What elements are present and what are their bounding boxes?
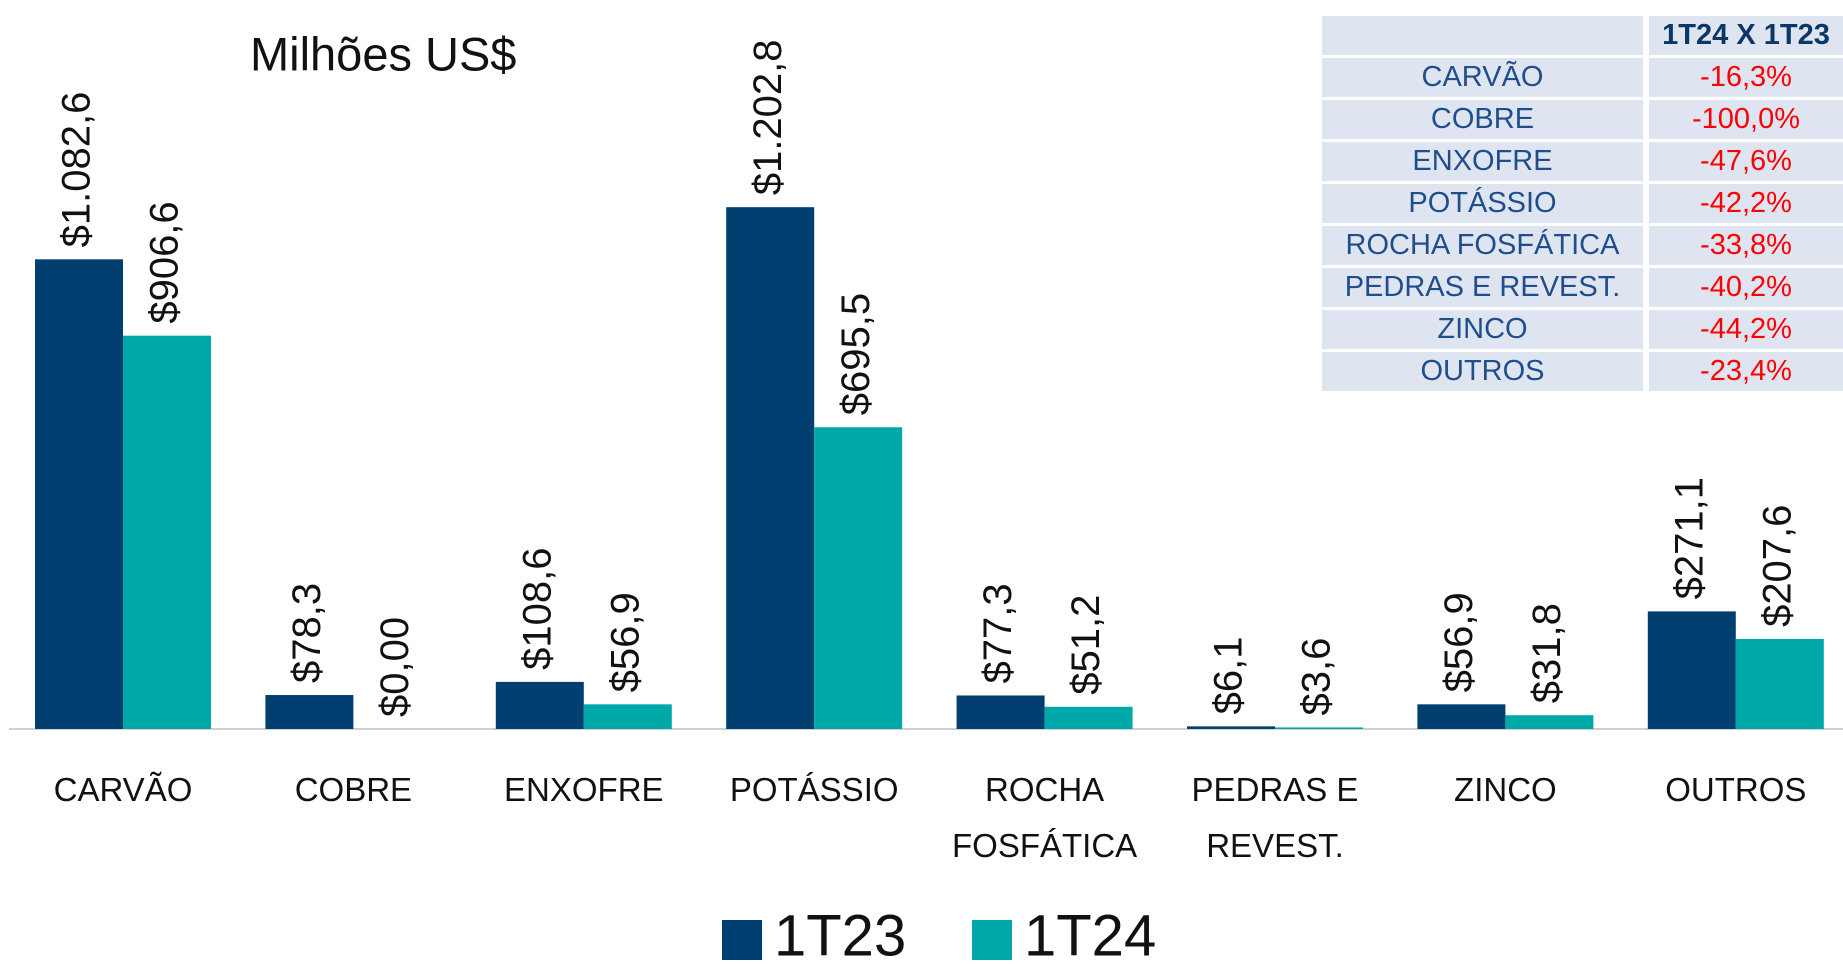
x-tick-label: COBRE [294, 771, 413, 808]
table-cell: PEDRAS E REVEST. [1322, 268, 1643, 307]
bar [35, 259, 123, 729]
table-row: COBRE -100,0% [1322, 100, 1843, 139]
value-label: $78,3 [285, 583, 329, 683]
table-row: ROCHA FOSFÁTICA -33,8% [1322, 226, 1843, 265]
table-cell: -40,2% [1649, 268, 1843, 307]
table-cell: -23,4% [1649, 352, 1843, 391]
value-label: $1.202,8 [746, 39, 790, 195]
table-row: ZINCO -44,2% [1322, 310, 1843, 349]
value-label: $108,6 [515, 548, 559, 670]
comparison-table: 1T24 X 1T23 CARVÃO -16,3% COBRE -100,0% ENXO… [1322, 16, 1843, 394]
table-cell: COBRE [1322, 100, 1643, 139]
table-cell: -16,3% [1649, 58, 1843, 97]
value-label: $77,3 [976, 583, 1020, 683]
bar [495, 681, 584, 729]
chart-title: Milhões US$ [250, 27, 516, 80]
value-label: $6,1 [1207, 636, 1251, 714]
table-cell: ZINCO [1322, 310, 1643, 349]
x-tick-label: ROCHA FOSFÁTICA [952, 771, 1138, 864]
x-tick-label: ENXOFRE [504, 771, 664, 808]
table-cell: -33,8% [1649, 226, 1843, 265]
x-tick-label: OUTROS [1665, 771, 1807, 808]
value-label: $1.082,6 [55, 92, 99, 248]
value-label: $51,2 [1064, 595, 1108, 695]
table-row: CARVÃO -16,3% [1322, 58, 1843, 97]
bar [956, 695, 1045, 729]
legend-label: 1T23 [774, 903, 906, 964]
bar [1417, 704, 1506, 729]
table-row: ENXOFRE -47,6% [1322, 142, 1843, 181]
value-label: $31,8 [1525, 603, 1569, 703]
bar [123, 335, 211, 729]
bar [583, 704, 672, 729]
table-header-blank [1322, 16, 1643, 55]
value-label: $0,00 [373, 617, 417, 717]
table-row: POTÁSSIO -42,2% [1322, 184, 1843, 223]
bar [1647, 611, 1736, 729]
table-cell: -42,2% [1649, 184, 1843, 223]
x-tick-label: POTÁSSIO [729, 771, 899, 808]
value-label: $56,9 [1437, 592, 1481, 692]
bar [1187, 726, 1275, 729]
legend-label: 1T24 [1024, 903, 1156, 964]
table-cell: POTÁSSIO [1322, 184, 1643, 223]
bar [726, 207, 815, 729]
table-cell: ROCHA FOSFÁTICA [1322, 226, 1643, 265]
value-label: $695,5 [834, 293, 878, 415]
value-label: $906,6 [143, 201, 187, 323]
bar [1505, 715, 1594, 729]
value-label: $207,6 [1755, 505, 1799, 627]
table-cell: ENXOFRE [1322, 142, 1643, 181]
table-cell: -100,0% [1649, 100, 1843, 139]
bar [1735, 638, 1824, 729]
table-row: OUTROS -23,4% [1322, 352, 1843, 391]
value-label: $3,6 [1295, 638, 1339, 716]
value-label: $56,9 [603, 592, 647, 692]
x-tick-label: ZINCO [1454, 771, 1557, 808]
bar [1044, 706, 1133, 729]
bar [265, 695, 354, 729]
bar [1275, 727, 1363, 729]
table-cell: OUTROS [1322, 352, 1643, 391]
table-cell: -47,6% [1649, 142, 1843, 181]
table-header: 1T24 X 1T23 [1649, 16, 1843, 55]
value-label: $271,1 [1667, 477, 1711, 599]
x-tick-label: CARVÃO [53, 771, 193, 808]
table-row: PEDRAS E REVEST. -40,2% [1322, 268, 1843, 307]
legend-swatch [972, 920, 1012, 960]
bar [814, 427, 903, 729]
table-cell: -44,2% [1649, 310, 1843, 349]
table-header-row: 1T24 X 1T23 [1322, 16, 1843, 55]
x-tick-label: PEDRAS E REVEST. [1191, 771, 1359, 864]
table-cell: CARVÃO [1322, 58, 1643, 97]
legend-swatch [722, 920, 762, 960]
